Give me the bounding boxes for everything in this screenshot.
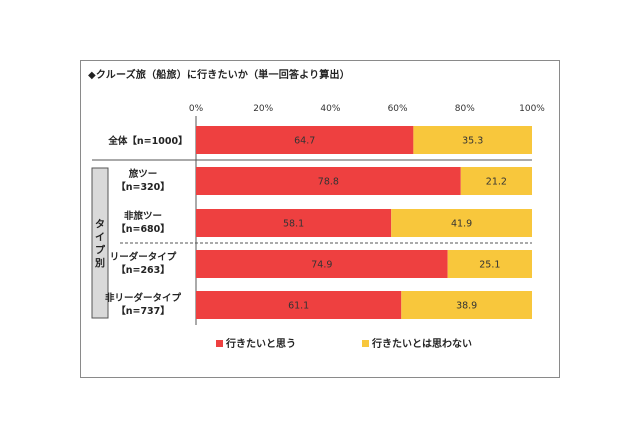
bar-want (196, 209, 392, 237)
bar-not-want (460, 167, 532, 195)
category-label: 全体【n=1000】 (107, 135, 187, 147)
category-label: 非旅ツー (124, 210, 162, 222)
bar-want (196, 250, 448, 278)
category-label-n: 【n=320】 (116, 181, 170, 193)
group-label-char: タ (95, 219, 105, 231)
x-tick-label: 20% (253, 104, 273, 114)
value-label-not-want: 41.9 (451, 219, 472, 230)
bar-not-want (391, 209, 532, 237)
x-tick-label: 80% (455, 104, 475, 114)
bar-want (196, 126, 414, 154)
group-label-char: プ (95, 244, 106, 257)
legend-label-not-want: 行きたいとは思わない (371, 337, 472, 350)
group-label-char: 別 (94, 257, 105, 270)
category-label: 非リーダータイプ (105, 292, 182, 304)
category-label-n: 【n=263】 (116, 264, 170, 276)
value-label-want: 61.1 (288, 301, 309, 312)
value-label-want: 64.7 (294, 136, 315, 147)
bar-not-want (413, 126, 532, 154)
category-label-n: 【n=680】 (116, 223, 170, 235)
category-label: リーダータイプ (110, 251, 177, 263)
x-tick-label: 40% (320, 104, 340, 114)
bar-want (196, 167, 461, 195)
legend-swatch-want (216, 340, 223, 347)
value-label-not-want: 38.9 (456, 301, 477, 312)
value-label-want: 58.1 (283, 219, 304, 230)
value-label-not-want: 25.1 (479, 260, 500, 271)
x-tick-label: 0% (189, 104, 204, 114)
value-label-not-want: 35.3 (462, 136, 483, 147)
group-label-char: イ (95, 232, 105, 244)
bar-not-want (401, 291, 532, 319)
chart-title: ◆クルーズ旅（船旅）に行きたいか（単一回答より算出） (88, 70, 350, 81)
value-label-want: 74.9 (311, 260, 332, 271)
category-label: 旅ツー (129, 168, 158, 180)
x-tick-label: 60% (388, 104, 408, 114)
legend-label-want: 行きたいと思う (225, 337, 296, 350)
x-tick-label: 100% (519, 104, 545, 114)
value-label-not-want: 21.2 (486, 177, 507, 188)
legend-swatch-not-want (362, 340, 369, 347)
value-label-want: 78.8 (318, 177, 339, 188)
group-label-box (91, 167, 109, 319)
category-label-n: 【n=737】 (116, 305, 170, 317)
bar-want (196, 291, 402, 319)
bar-not-want (447, 250, 532, 278)
